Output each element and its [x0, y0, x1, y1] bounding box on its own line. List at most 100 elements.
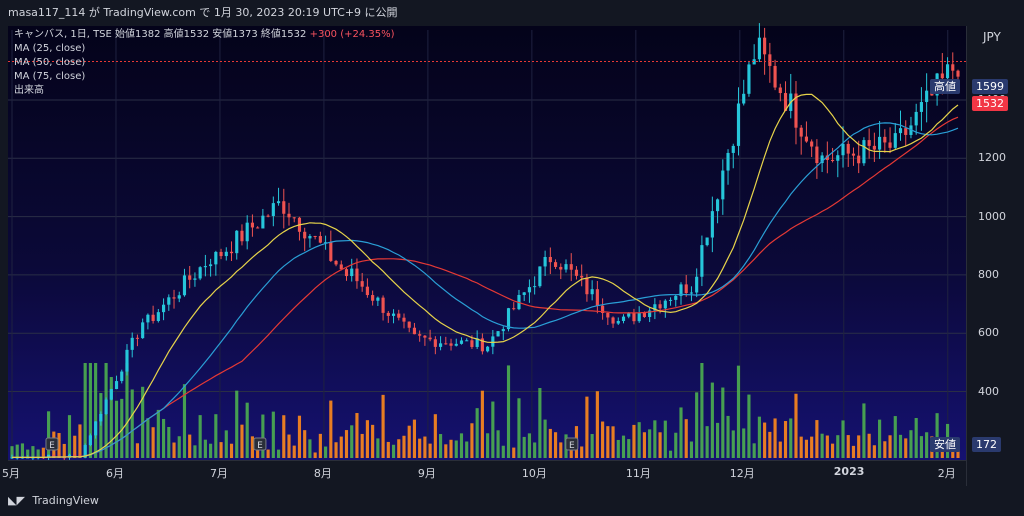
volume-bar — [313, 452, 317, 458]
volume-bar — [57, 433, 61, 458]
volume-bar — [240, 424, 244, 458]
candle-body — [601, 305, 605, 314]
volume-bar — [700, 363, 704, 458]
candle-body — [229, 251, 234, 254]
volume-bar — [538, 388, 542, 458]
candle-body — [418, 334, 422, 336]
volume-bar — [235, 390, 239, 458]
volume-bar — [815, 420, 819, 458]
candle-body — [141, 322, 145, 339]
volume-bar — [433, 414, 437, 458]
candle-body — [386, 312, 390, 316]
volume-bar — [266, 449, 270, 458]
volume-bar — [391, 444, 396, 458]
plot-area[interactable] — [8, 26, 966, 460]
candle-body — [365, 286, 369, 296]
volume-bar — [830, 443, 835, 458]
volume-bar — [904, 438, 908, 458]
candle-body — [261, 215, 265, 229]
legend-ma50[interactable]: MA (50, close) — [14, 57, 86, 68]
volume-bar — [334, 442, 338, 458]
candle-body — [799, 127, 803, 137]
time-tick-label: 12月 — [729, 467, 755, 480]
candle-body — [804, 136, 809, 142]
volume-bar — [825, 435, 829, 458]
volume-bar — [580, 446, 584, 458]
candle-body — [167, 297, 171, 305]
candle-body — [674, 295, 678, 300]
candle-body — [146, 314, 150, 323]
volume-bar — [648, 429, 652, 458]
candle-body — [512, 308, 516, 310]
volume-bar — [747, 394, 751, 458]
volume-bar — [851, 445, 856, 458]
candle-body — [883, 136, 887, 143]
candle-body — [862, 140, 866, 164]
volume-bar — [318, 433, 322, 458]
time-axis[interactable] — [8, 460, 966, 487]
candle-body — [940, 73, 944, 79]
candle-body — [888, 142, 892, 148]
footer-brand[interactable]: TradingView — [32, 494, 99, 507]
volume-bar — [632, 424, 636, 458]
volume-bar — [41, 447, 45, 458]
candle-body — [653, 304, 657, 311]
candle-body — [742, 93, 746, 104]
volume-bar — [888, 435, 892, 458]
currency-label: JPY — [983, 30, 1001, 44]
volume-bar — [533, 442, 537, 458]
volume-bar — [810, 436, 814, 458]
volume-bar — [365, 420, 369, 458]
candle-body — [62, 457, 66, 459]
candle-body — [104, 399, 108, 414]
volume-bar — [763, 422, 767, 458]
candle-body — [245, 222, 249, 242]
volume-bar — [909, 430, 913, 458]
legend-ma25[interactable]: MA (25, close) — [14, 43, 86, 54]
candle-body — [872, 145, 876, 150]
volume-bar — [778, 441, 782, 458]
candle-body — [214, 251, 218, 265]
legend-symbol-row: キャンバス, 1日, TSE 始値1382 高値1532 安値1373 終値15… — [14, 28, 395, 42]
volume-bar — [783, 421, 788, 458]
candle-body — [324, 242, 328, 244]
tradingview-logo-icon[interactable]: ◣◤ — [8, 494, 25, 507]
candle-body — [52, 454, 56, 457]
earnings-marker — [45, 437, 59, 451]
candle-body — [522, 292, 526, 295]
candle-body — [444, 343, 448, 345]
volume-bar — [543, 419, 547, 458]
candle-body — [648, 310, 652, 317]
candle-body — [376, 297, 380, 301]
volume-bar — [773, 418, 777, 458]
volume-bar — [674, 432, 678, 458]
volume-bar — [710, 382, 714, 458]
volume-bar — [219, 442, 223, 458]
volume-bar — [20, 443, 25, 458]
volume-bar — [695, 392, 699, 458]
candle-body — [308, 236, 312, 239]
candle-body — [621, 316, 626, 321]
candle-body — [857, 155, 861, 164]
candle-body — [527, 287, 531, 293]
volume-bar — [376, 438, 380, 458]
legend-volume[interactable]: 出来高 — [14, 85, 44, 96]
volume-bar — [883, 441, 887, 458]
volume-bar — [198, 415, 202, 458]
price-tick-label: 800 — [978, 267, 999, 281]
candle-body — [506, 308, 511, 330]
volume-bar — [752, 443, 756, 458]
legend-ma75[interactable]: MA (75, close) — [14, 71, 86, 82]
candle-body — [402, 317, 406, 322]
candle-body — [99, 414, 103, 422]
volume-bar — [846, 435, 850, 458]
candle-body — [135, 337, 140, 339]
candle-body — [590, 289, 594, 295]
volume-bar — [799, 436, 803, 458]
volume-bar — [355, 413, 359, 458]
volume-bar — [125, 363, 129, 458]
candle-body — [433, 339, 437, 347]
volume-bar — [344, 430, 349, 458]
candle-body — [553, 262, 558, 267]
candle-body — [94, 421, 98, 436]
